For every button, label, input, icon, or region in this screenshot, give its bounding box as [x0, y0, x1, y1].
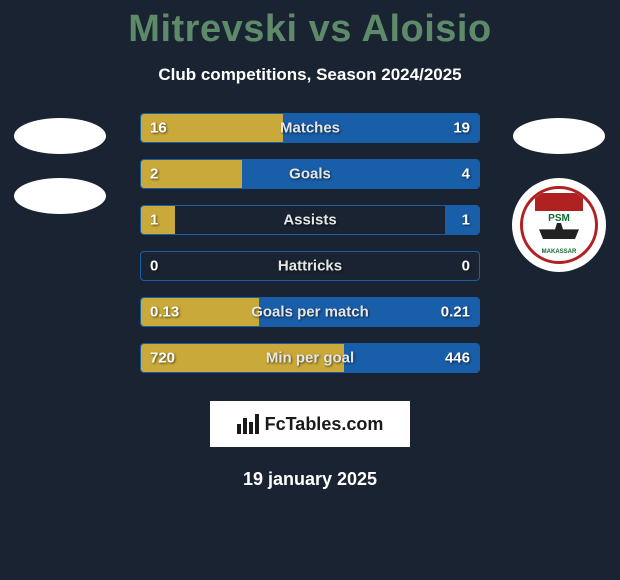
stat-value-left: 0	[150, 258, 158, 275]
stat-value-left: 16	[150, 120, 167, 137]
stat-value-right: 0.21	[441, 304, 470, 321]
club-badge-right-1[interactable]	[513, 118, 605, 154]
psm-wall-icon	[535, 193, 583, 211]
stat-value-right: 446	[445, 350, 470, 367]
psm-emblem: PSM MAKASSAR	[520, 186, 598, 264]
subtitle: Club competitions, Season 2024/2025	[158, 65, 461, 85]
stat-label: Min per goal	[266, 350, 354, 367]
right-club-badges: PSM MAKASSAR	[512, 118, 606, 272]
stat-value-right: 1	[462, 212, 470, 229]
stat-row: 1 1 Assists	[140, 205, 480, 235]
date-label: 19 january 2025	[243, 469, 377, 490]
club-badge-psm[interactable]: PSM MAKASSAR	[512, 178, 606, 272]
club-badge-left-2[interactable]	[14, 178, 106, 214]
stat-value-right: 19	[453, 120, 470, 137]
page-title: Mitrevski vs Aloisio	[128, 8, 491, 51]
stat-row: 0 0 Hattricks	[140, 251, 480, 281]
stat-row: 16 19 Matches	[140, 113, 480, 143]
source-badge[interactable]: FcTables.com	[210, 401, 410, 447]
psm-ship-icon	[539, 223, 579, 239]
stat-row: 720 446 Min per goal	[140, 343, 480, 373]
stat-label: Goals	[289, 166, 331, 183]
stat-row: 2 4 Goals	[140, 159, 480, 189]
stat-value-left: 0.13	[150, 304, 179, 321]
bars-icon	[237, 414, 259, 434]
source-text: FcTables.com	[265, 414, 384, 435]
stat-value-left: 1	[150, 212, 158, 229]
stat-value-left: 720	[150, 350, 175, 367]
left-club-badges	[14, 118, 106, 214]
stat-value-right: 4	[462, 166, 470, 183]
psm-label: PSM	[523, 213, 595, 224]
stat-label: Matches	[280, 120, 340, 137]
stat-value-right: 0	[462, 258, 470, 275]
stat-label: Assists	[283, 212, 336, 229]
stat-label: Hattricks	[278, 258, 342, 275]
psm-sublabel: MAKASSAR	[523, 249, 595, 255]
stat-bar-right	[242, 160, 479, 188]
stat-label: Goals per match	[251, 304, 369, 321]
stat-value-left: 2	[150, 166, 158, 183]
stat-row: 0.13 0.21 Goals per match	[140, 297, 480, 327]
club-badge-left-1[interactable]	[14, 118, 106, 154]
